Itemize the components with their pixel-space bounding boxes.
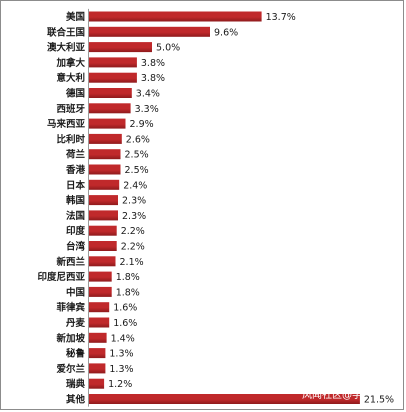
category-label-19: 菲律宾 (56, 302, 85, 314)
value-label-11: 2.4% (123, 180, 147, 191)
value-labels: 13.7% 9.6% 5.0% 3.8% 3.8% 3.4% 3.3% 2.9% 2.6% 2.5… (108, 12, 394, 406)
value-label-12: 2.3% (122, 196, 146, 207)
bar-20 (89, 317, 110, 328)
category-label-7: 马来西亚 (47, 118, 86, 130)
category-label-5: 德国 (66, 88, 85, 100)
category-label-14: 印度 (66, 225, 86, 237)
bar-25 (89, 394, 360, 404)
category-label-9: 荷兰 (65, 149, 86, 161)
value-label-4: 3.8% (141, 73, 165, 84)
category-label-2: 澳大利亚 (47, 42, 86, 54)
value-label-8: 2.6% (126, 134, 150, 145)
value-label-2: 5.0% (156, 43, 180, 54)
value-label-7: 2.9% (130, 119, 154, 130)
bar-9 (89, 149, 121, 160)
value-label-9: 2.5% (125, 150, 149, 161)
bar-14 (89, 225, 117, 236)
category-label-16: 新西兰 (56, 256, 85, 268)
bar-0 (89, 11, 262, 22)
bar-8 (89, 133, 122, 144)
category-label-1: 联合王国 (47, 26, 85, 38)
value-label-0: 13.7% (266, 12, 296, 23)
category-label-4: 意大利 (56, 72, 85, 84)
value-label-16: 2.1% (120, 257, 144, 268)
category-label-12: 韩国 (66, 195, 85, 207)
value-label-23: 1.3% (109, 364, 133, 375)
category-label-13: 法国 (66, 210, 85, 222)
bar-7 (89, 118, 126, 129)
value-label-24: 1.2% (108, 379, 132, 390)
value-label-13: 2.3% (122, 211, 146, 222)
bar-15 (89, 241, 117, 251)
bar-4 (89, 72, 137, 83)
category-label-18: 中国 (66, 286, 85, 298)
bars-group (89, 11, 360, 404)
value-label-10: 2.5% (125, 165, 149, 176)
value-label-18: 1.8% (116, 287, 140, 298)
value-label-25: 21.5% (364, 395, 394, 406)
category-label-22: 秘鲁 (66, 348, 85, 360)
value-label-17: 1.8% (116, 272, 140, 283)
category-label-15: 台湾 (66, 241, 86, 253)
value-label-3: 3.8% (141, 58, 165, 69)
bar-2 (89, 42, 152, 53)
category-label-3: 加拿大 (55, 57, 85, 69)
value-label-20: 1.6% (113, 318, 137, 329)
category-label-10: 香港 (65, 164, 86, 176)
value-label-5: 3.4% (136, 89, 160, 100)
category-labels: 美国联合王国澳大利亚加拿大意大利德国西班牙马来西亚比利时荷兰香港日本韩国法国印度… (37, 11, 85, 406)
value-label-1: 9.6% (214, 27, 238, 38)
category-label-20: 丹麦 (66, 317, 86, 329)
bar-12 (89, 195, 118, 206)
category-label-23: 爱尔兰 (56, 363, 85, 375)
value-label-19: 1.6% (113, 303, 137, 314)
value-label-21: 1.4% (111, 333, 135, 344)
bar-3 (89, 57, 137, 68)
bar-19 (89, 302, 110, 313)
category-label-17: 印度尼西亚 (37, 271, 85, 283)
value-label-22: 1.3% (109, 349, 133, 360)
bar-6 (89, 103, 131, 114)
bar-11 (89, 179, 120, 190)
value-label-14: 2.2% (121, 226, 145, 237)
value-label-15: 2.2% (121, 242, 145, 253)
category-label-24: 瑞典 (66, 378, 86, 390)
bar-23 (89, 363, 106, 374)
category-label-11: 日本 (66, 179, 86, 191)
category-label-0: 美国 (65, 11, 85, 23)
watermark-text: 风闻社区@学 (302, 390, 362, 401)
bar-16 (89, 256, 116, 267)
bar-1 (89, 26, 210, 37)
category-label-8: 比利时 (56, 133, 85, 145)
value-label-6: 3.3% (135, 104, 159, 115)
category-label-21: 新加坡 (56, 332, 85, 344)
bar-18 (89, 286, 112, 297)
bar-17 (89, 271, 112, 282)
category-label-25: 其他 (66, 394, 86, 406)
category-label-6: 西班牙 (56, 103, 85, 115)
bar-22 (89, 348, 106, 359)
bar-21 (89, 332, 107, 343)
bar-24 (89, 378, 105, 389)
bar-5 (89, 88, 132, 98)
bar-10 (89, 164, 121, 175)
bar-13 (89, 210, 118, 221)
